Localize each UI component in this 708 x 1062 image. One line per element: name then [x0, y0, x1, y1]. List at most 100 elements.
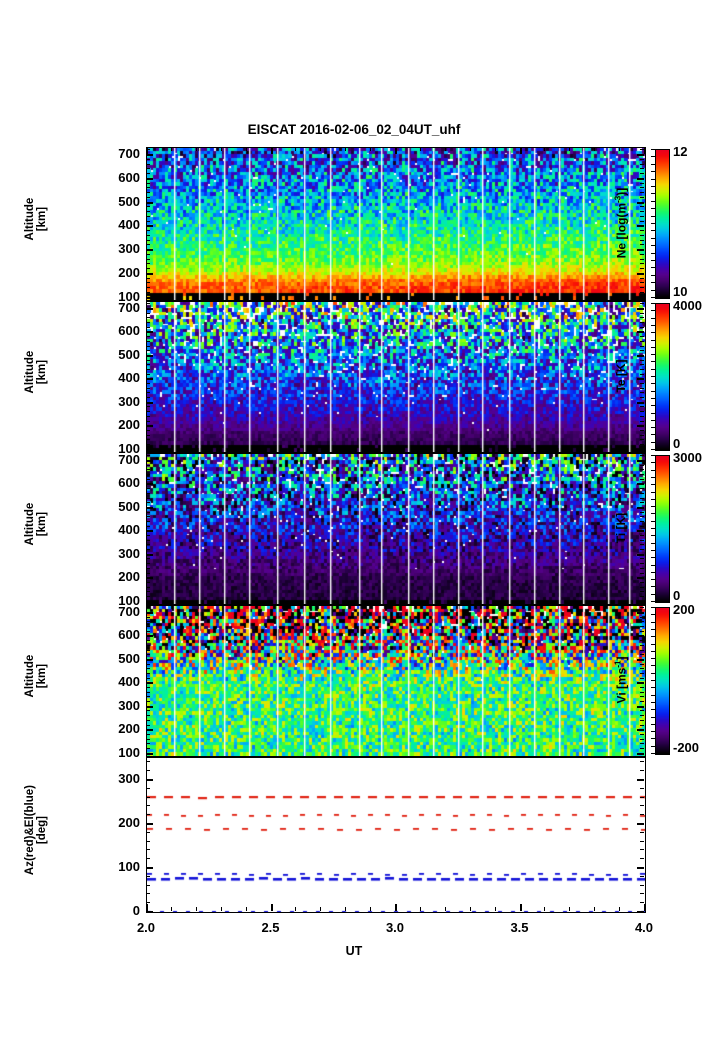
y-tick-minor-right: [640, 885, 644, 887]
y-tick-minor: [146, 383, 150, 385]
x-tick-minor: [196, 907, 198, 911]
y-tick-minor: [146, 350, 150, 352]
y-tick-minor-right: [640, 488, 644, 490]
y-tick-minor: [146, 402, 150, 404]
y-tick-minor-right: [640, 498, 644, 500]
y-tick-minor-right: [640, 221, 644, 223]
y-tick-minor: [146, 173, 150, 175]
y-tick-minor-right: [640, 902, 644, 904]
x-tick-minor-top: [196, 147, 198, 151]
y-tick-minor-right: [640, 297, 644, 299]
y-tick-minor: [146, 696, 150, 698]
y-tick-minor: [146, 521, 150, 523]
y-tick-minor: [146, 673, 150, 675]
y-tick-label: 100: [118, 859, 140, 874]
y-tick-minor: [146, 591, 150, 593]
y-tick-minor-right: [640, 710, 644, 712]
colorbar-tick: [651, 297, 655, 299]
y-tick-minor: [146, 893, 150, 895]
y-tick-minor: [146, 577, 150, 579]
x-tick-major-top: [146, 147, 148, 154]
colorbar-tick: [651, 513, 655, 515]
y-tick-minor: [146, 292, 150, 294]
x-tick-label: 3.0: [385, 920, 405, 935]
panel-azimuth-elevation[interactable]: [146, 757, 646, 913]
y-tick-minor-right: [640, 502, 644, 504]
y-tick-minor: [146, 626, 150, 628]
colorbar-tick: [651, 275, 655, 277]
y-tick-minor-right: [640, 244, 644, 246]
colorbar-tick: [651, 179, 655, 181]
colorbar-tick: [651, 405, 655, 407]
colorbar-max-label: 3000: [673, 450, 702, 465]
y-tick-minor-right: [640, 336, 644, 338]
y-tick-minor-right: [640, 858, 644, 860]
y-tick-minor-right: [640, 154, 644, 156]
colorbar-tick: [651, 383, 655, 385]
colorbar-tick: [651, 455, 655, 457]
y-tick-minor: [146, 493, 150, 495]
y-tick-minor-right: [640, 530, 644, 532]
y-tick-minor: [146, 701, 150, 703]
colorbar-electron-temperature[interactable]: [655, 303, 670, 451]
y-tick-minor: [146, 278, 150, 280]
colorbar-tick: [651, 709, 655, 711]
colorbar-tick: [651, 186, 655, 188]
y-tick-minor-right: [640, 187, 644, 189]
y-tick-minor: [146, 341, 150, 343]
y-tick-minor: [146, 211, 150, 213]
x-tick-minor-top: [171, 147, 173, 151]
y-tick-minor-right: [640, 159, 644, 161]
y-tick-minor-right: [640, 164, 644, 166]
y-tick-minor: [146, 327, 150, 329]
y-tick-label: 100: [118, 289, 140, 304]
x-tick-minor-top: [370, 147, 372, 151]
y-tick-minor: [146, 374, 150, 376]
y-tick-minor-right: [640, 331, 644, 333]
y-tick-minor: [146, 416, 150, 418]
y-tick-minor: [146, 682, 150, 684]
y-tick-minor: [146, 554, 150, 556]
panel-electron-temperature[interactable]: [146, 301, 646, 453]
y-axis-title: Altitude [km]: [23, 654, 48, 698]
colorbar-tick: [651, 636, 655, 638]
colorbar-ion-temperature[interactable]: [655, 455, 670, 603]
y-tick-minor: [146, 154, 150, 156]
y-tick-minor: [146, 710, 150, 712]
colorbar-tick: [651, 193, 655, 195]
panel-electron-density[interactable]: [146, 147, 646, 301]
y-tick-label: 400: [118, 217, 140, 232]
y-tick-minor: [146, 549, 150, 551]
colorbar-tick: [651, 462, 655, 464]
x-tick-minor: [171, 907, 173, 911]
y-tick-minor: [146, 761, 150, 763]
y-tick-minor-right: [640, 173, 644, 175]
colorbar-electron-density[interactable]: [655, 149, 670, 299]
y-tick-minor-right: [640, 631, 644, 633]
y-tick-minor: [146, 573, 150, 575]
panel-ion-temperature[interactable]: [146, 453, 646, 605]
y-tick-minor-right: [640, 734, 644, 736]
y-tick-minor-right: [640, 444, 644, 446]
panel-ion-velocity[interactable]: [146, 605, 646, 757]
colorbar-min-label: -200: [673, 740, 700, 755]
colorbar-ion-velocity[interactable]: [655, 607, 670, 755]
y-tick-minor: [146, 621, 150, 623]
y-tick-label: 500: [118, 347, 140, 362]
y-tick-label: 400: [118, 522, 140, 537]
colorbar-tick: [651, 310, 655, 312]
y-tick-label: 200: [118, 417, 140, 432]
y-tick-minor: [146, 230, 150, 232]
y-tick-minor: [146, 668, 150, 670]
y-tick-minor-right: [640, 678, 644, 680]
y-tick-minor-right: [640, 474, 644, 476]
y-tick-minor-right: [640, 621, 644, 623]
y-tick-minor: [146, 421, 150, 423]
y-tick-minor: [146, 235, 150, 237]
y-tick-minor-right: [640, 313, 644, 315]
colorbar-tick: [651, 391, 655, 393]
y-tick-minor-right: [640, 350, 644, 352]
y-tick-label: 300: [118, 771, 140, 786]
y-tick-minor: [146, 797, 150, 799]
y-tick-minor-right: [640, 235, 644, 237]
